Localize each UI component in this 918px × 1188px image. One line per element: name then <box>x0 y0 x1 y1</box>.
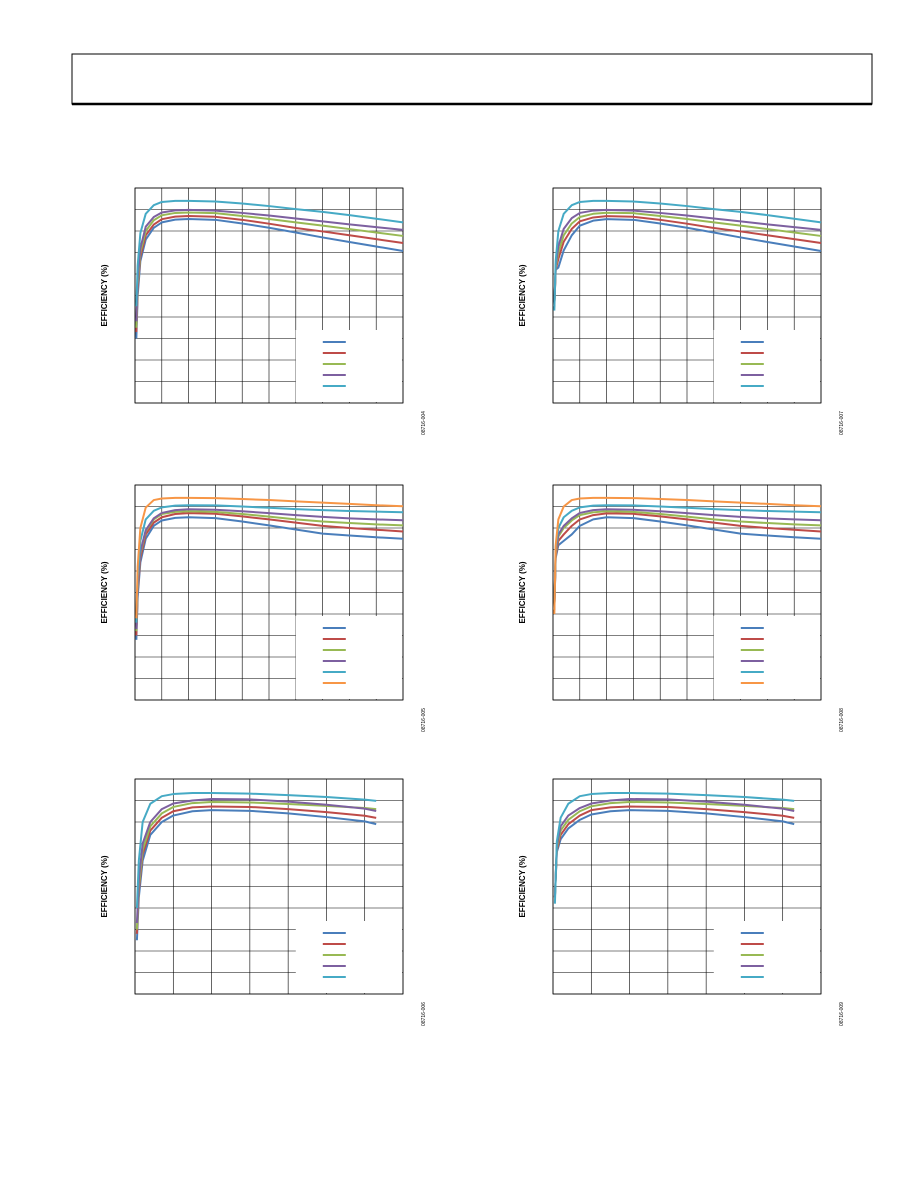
y-axis-label: EFFICIENCY (%) <box>518 855 527 917</box>
legend-box <box>295 616 402 699</box>
chart: EFFICIENCY (%) 08716-005 <box>100 484 427 732</box>
legend-box <box>713 330 820 402</box>
y-axis-label: EFFICIENCY (%) <box>100 264 109 326</box>
plot-frame <box>134 484 404 701</box>
figure-id: 08716-005 <box>421 708 427 732</box>
series-line <box>553 791 795 904</box>
figure-id: 08716-009 <box>839 1002 845 1026</box>
series-line <box>553 211 822 307</box>
series-line <box>553 508 822 610</box>
series-line <box>553 504 822 610</box>
y-axis-label: EFFICIENCY (%) <box>100 561 109 623</box>
series-line <box>553 798 795 898</box>
figure-id: 08716-008 <box>839 708 845 732</box>
series-line <box>135 801 377 930</box>
plot-frame <box>552 187 822 404</box>
series-line <box>135 496 404 619</box>
series-line <box>135 211 404 328</box>
chart: EFFICIENCY (%) 08716-008 <box>518 484 845 732</box>
series-line <box>135 798 377 924</box>
figure-id: 08716-006 <box>421 1002 427 1026</box>
legend-box <box>295 921 402 993</box>
plot-frame <box>552 484 822 701</box>
series-line <box>553 510 822 610</box>
series-line <box>135 199 404 307</box>
series-line <box>553 218 822 307</box>
plot-frame <box>552 778 822 995</box>
chart: EFFICIENCY (%) 08716-006 <box>100 778 427 1026</box>
series-line <box>553 805 795 898</box>
legend-box <box>713 616 820 699</box>
figure-id: 08716-007 <box>839 411 845 435</box>
series-line <box>553 215 822 307</box>
series-line <box>553 199 822 311</box>
y-axis-label: EFFICIENCY (%) <box>100 855 109 917</box>
series-line <box>135 805 377 934</box>
series-line <box>135 791 377 909</box>
series-line <box>553 496 822 615</box>
series-line <box>135 208 404 322</box>
series-line <box>553 801 795 898</box>
legend-box <box>713 921 820 993</box>
series-line <box>553 512 822 610</box>
chart: EFFICIENCY (%) 08716-009 <box>518 778 845 1026</box>
plot-frame <box>134 187 404 404</box>
series-line <box>135 214 404 333</box>
plot-frame <box>134 778 404 995</box>
series-line <box>135 508 404 630</box>
legend-box <box>295 330 402 402</box>
series-line <box>135 809 377 941</box>
series-line <box>553 208 822 307</box>
series-line <box>553 516 822 610</box>
series-line <box>553 809 795 898</box>
chart: EFFICIENCY (%) 08716-004 <box>100 187 427 435</box>
chart: EFFICIENCY (%) 08716-007 <box>518 187 845 435</box>
figure-id: 08716-004 <box>421 411 427 435</box>
y-axis-label: EFFICIENCY (%) <box>518 264 527 326</box>
header-box <box>71 53 873 105</box>
y-axis-label: EFFICIENCY (%) <box>518 561 527 623</box>
series-line <box>135 217 404 339</box>
series-line <box>135 504 404 623</box>
